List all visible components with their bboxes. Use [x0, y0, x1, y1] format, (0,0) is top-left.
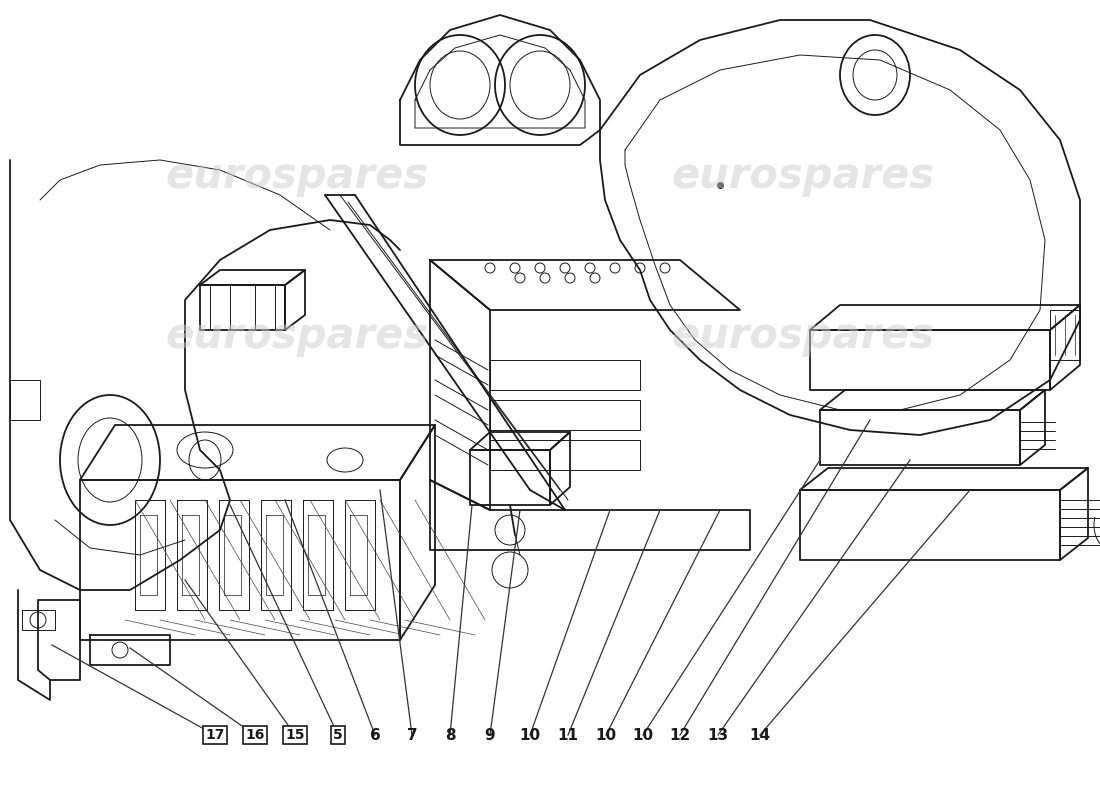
- Text: 5: 5: [333, 728, 343, 742]
- Text: 9: 9: [485, 727, 495, 742]
- Text: 13: 13: [707, 727, 728, 742]
- Text: 16: 16: [245, 728, 265, 742]
- Text: 6: 6: [370, 727, 381, 742]
- Text: 17: 17: [206, 728, 224, 742]
- Text: 8: 8: [444, 727, 455, 742]
- Text: 7: 7: [407, 727, 417, 742]
- Text: eurospares: eurospares: [165, 315, 429, 357]
- Text: 10: 10: [595, 727, 617, 742]
- Text: eurospares: eurospares: [165, 155, 429, 197]
- Text: eurospares: eurospares: [671, 155, 935, 197]
- Text: 12: 12: [670, 727, 691, 742]
- Text: 14: 14: [749, 727, 771, 742]
- Text: 10: 10: [632, 727, 653, 742]
- Text: eurospares: eurospares: [671, 315, 935, 357]
- Text: 11: 11: [558, 727, 579, 742]
- Text: 10: 10: [519, 727, 540, 742]
- Text: 15: 15: [285, 728, 305, 742]
